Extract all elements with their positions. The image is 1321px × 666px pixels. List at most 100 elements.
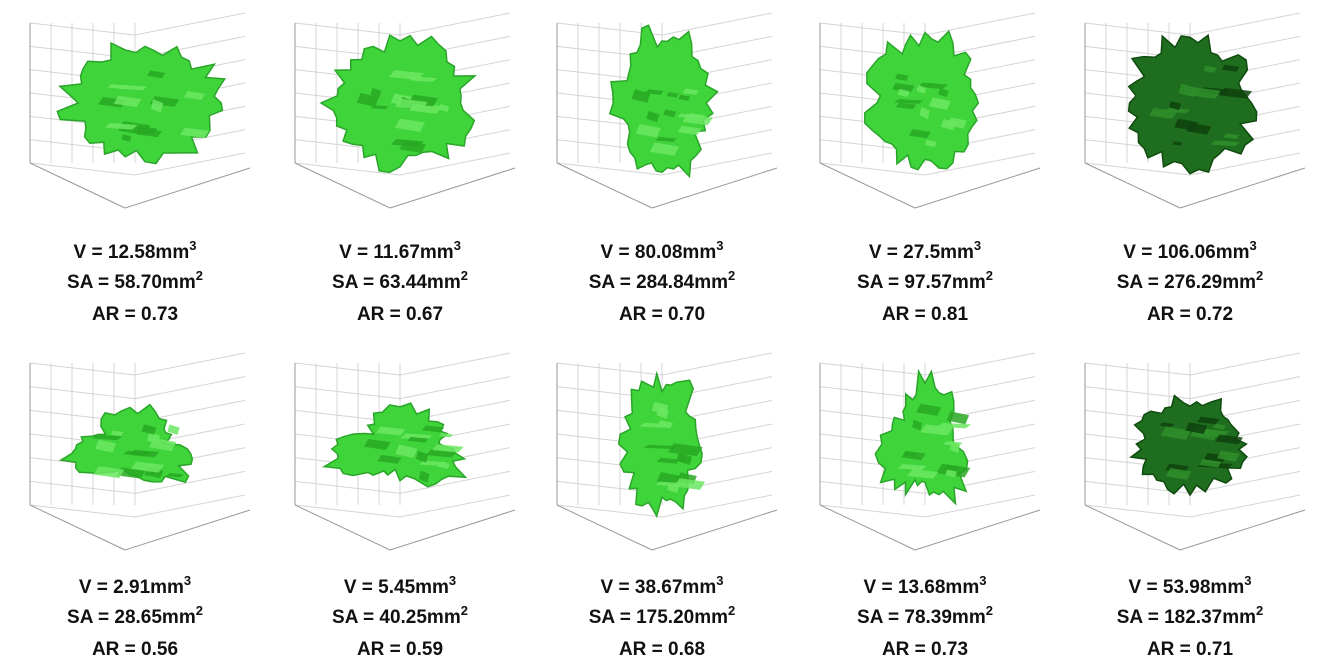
- grid-line: [295, 23, 400, 35]
- measurement-label: V = 13.68mm3: [864, 573, 987, 598]
- measurement-label: V = 53.98mm3: [1129, 573, 1252, 598]
- measurement-label: SA = 58.70mm2: [67, 268, 203, 293]
- label-text: V = 106.06mm: [1123, 242, 1249, 263]
- grid-line: [1085, 23, 1190, 35]
- measurement-label: V = 80.08mm3: [601, 238, 724, 263]
- label-superscript: 2: [1256, 268, 1263, 283]
- label-superscript: 2: [461, 603, 468, 618]
- particle-render: [619, 374, 702, 517]
- label-superscript: 2: [728, 268, 735, 283]
- panel: V = 53.98mm3 SA = 182.37mm2 AR = 0.71: [1085, 353, 1305, 660]
- measurement-label: V = 5.45mm3: [344, 573, 456, 598]
- measurement-label: AR = 0.59: [357, 639, 443, 660]
- measurement-label: SA = 175.20mm2: [589, 603, 735, 628]
- label-superscript: 3: [184, 573, 191, 588]
- measurement-label: SA = 276.29mm2: [1117, 268, 1263, 293]
- label-text: SA = 63.44mm: [332, 272, 461, 293]
- label-text: SA = 284.84mm: [589, 272, 728, 293]
- label-text: V = 38.67mm: [601, 577, 717, 598]
- grid-line: [30, 481, 135, 493]
- grid-line: [1190, 13, 1300, 35]
- measurement-label: SA = 28.65mm2: [67, 603, 203, 628]
- axis-line: [820, 505, 915, 550]
- label-text: V = 53.98mm: [1129, 577, 1245, 598]
- grid-line: [557, 363, 662, 375]
- axis-line: [557, 505, 652, 550]
- measurement-label: AR = 0.70: [619, 304, 705, 325]
- measurement-label: SA = 78.39mm2: [857, 603, 993, 628]
- label-text: V = 2.91mm: [79, 577, 184, 598]
- grid-line: [295, 505, 400, 517]
- label-text: AR = 0.59: [357, 639, 443, 660]
- axis-line: [652, 510, 777, 550]
- grid-line: [135, 353, 245, 375]
- label-superscript: 2: [986, 603, 993, 618]
- grid-line: [662, 13, 772, 35]
- axis-line: [1085, 505, 1180, 550]
- label-superscript: 2: [728, 603, 735, 618]
- label-text: SA = 78.39mm: [857, 607, 986, 628]
- grid-line: [30, 163, 135, 175]
- label-text: V = 5.45mm: [344, 577, 449, 598]
- label-superscript: 3: [716, 238, 723, 253]
- label-text: V = 27.5mm: [869, 242, 974, 263]
- measurement-label: AR = 0.67: [357, 304, 443, 325]
- grid-line: [295, 363, 400, 375]
- axis-line: [1180, 168, 1305, 208]
- grid-line: [1190, 377, 1300, 399]
- label-superscript: 3: [1244, 573, 1251, 588]
- grid-line: [135, 495, 245, 517]
- panel: V = 38.67mm3 SA = 175.20mm2 AR = 0.68: [557, 353, 777, 660]
- label-superscript: 3: [189, 238, 196, 253]
- axis-line: [820, 163, 915, 208]
- grid-line: [295, 387, 400, 399]
- grid-line: [30, 23, 135, 35]
- label-text: AR = 0.81: [882, 304, 969, 325]
- label-superscript: 2: [1256, 603, 1263, 618]
- measurement-label: SA = 97.57mm2: [857, 268, 993, 293]
- measurement-label: SA = 284.84mm2: [589, 268, 735, 293]
- axis-line: [915, 168, 1040, 208]
- label-text: AR = 0.71: [1147, 639, 1234, 660]
- axis-line: [125, 510, 250, 550]
- grid-line: [1190, 495, 1300, 517]
- grid-line: [1085, 363, 1190, 375]
- grid-line: [135, 377, 245, 399]
- label-text: SA = 182.37mm: [1117, 607, 1256, 628]
- axis-line: [1085, 163, 1180, 208]
- grid-line: [820, 163, 925, 175]
- grid-line: [135, 13, 245, 35]
- grid-line: [820, 363, 925, 375]
- grid-line: [557, 505, 662, 517]
- label-superscript: 2: [461, 268, 468, 283]
- panel: V = 106.06mm3 SA = 276.29mm2 AR = 0.72: [1085, 13, 1305, 325]
- axis-line: [125, 168, 250, 208]
- measurement-label: V = 12.58mm3: [74, 238, 197, 263]
- grid-line: [30, 363, 135, 375]
- measurement-label: V = 106.06mm3: [1123, 238, 1256, 263]
- grid-line: [400, 353, 510, 375]
- grid-line: [820, 23, 925, 35]
- figure: V = 12.58mm3SA = 58.70mm2AR = 0.73V = 11…: [0, 0, 1321, 666]
- page: V = 12.58mm3SA = 58.70mm2AR = 0.73V = 11…: [0, 0, 1321, 666]
- panel: V = 12.58mm3 SA = 58.70mm2 AR = 0.73: [30, 13, 250, 325]
- label-superscript: 3: [454, 238, 461, 253]
- label-text: SA = 28.65mm: [67, 607, 196, 628]
- measurement-label: AR = 0.56: [92, 639, 178, 660]
- measurement-label: AR = 0.81: [882, 304, 969, 325]
- label-text: AR = 0.73: [92, 304, 178, 325]
- axis-line: [390, 168, 515, 208]
- grid-line: [400, 495, 510, 517]
- grid-line: [30, 387, 135, 399]
- label-text: AR = 0.68: [619, 639, 705, 660]
- measurement-label: AR = 0.71: [1147, 639, 1234, 660]
- label-superscript: 2: [196, 268, 203, 283]
- label-text: AR = 0.72: [1147, 304, 1233, 325]
- axis-line: [295, 505, 390, 550]
- label-superscript: 3: [716, 573, 723, 588]
- label-text: V = 80.08mm: [601, 242, 717, 263]
- axis-line: [557, 163, 652, 208]
- measurement-label: SA = 63.44mm2: [332, 268, 468, 293]
- measurement-label: V = 27.5mm3: [869, 238, 981, 263]
